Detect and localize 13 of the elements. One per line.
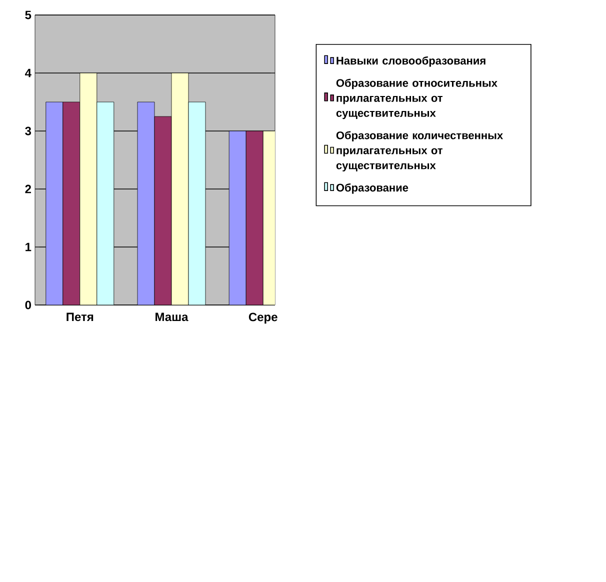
y-tick-label: 5: [25, 10, 32, 20]
y-tick-label: 4: [24, 68, 32, 78]
legend-label: Навыки словообразования: [336, 56, 486, 67]
x-tick-label: Петя: [66, 312, 94, 322]
y-tick-label: 0: [25, 300, 31, 310]
y-tick-label: 3: [25, 126, 32, 136]
y-tick-label: 2: [25, 184, 31, 194]
legend-label: Образование относительных прилагательных от существительных: [336, 78, 498, 120]
legend-label: Образование количественных прилагательных от существительных: [336, 131, 503, 172]
legend-label: Образование: [336, 183, 408, 194]
x-tick-label: Маша: [156, 312, 188, 322]
y-tick-label: 1: [26, 242, 32, 252]
x-tick-label: Сере: [248, 312, 278, 324]
